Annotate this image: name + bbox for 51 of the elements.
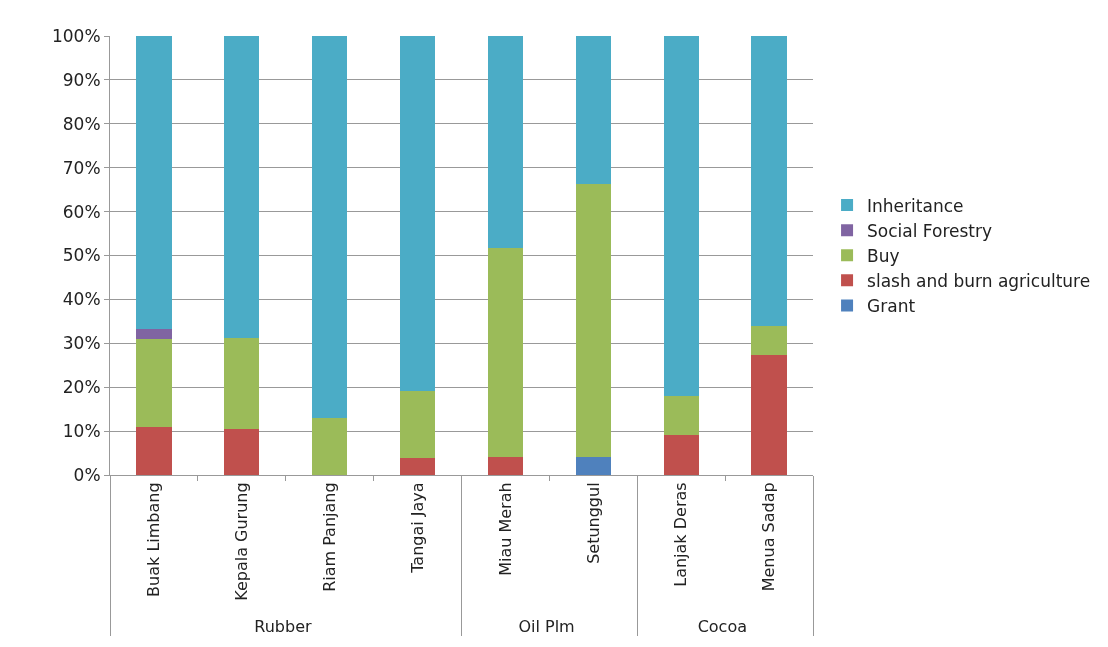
bar [136,328,172,339]
bar [575,36,611,184]
bar [487,456,524,475]
y-tick-label: 20% [62,377,101,398]
legend-label: slash and burn agriculture [867,270,1091,291]
text: Rubber [254,616,312,636]
bar [575,183,611,457]
legend-label: Buy [867,245,900,266]
bar [487,36,524,248]
y-tick-label: 80% [62,113,101,134]
y-tick-label: 50% [62,245,101,266]
x-tick-label: Buak Limbang [144,482,164,597]
legend-label: Inheritance [867,195,964,216]
y-tick-label: 60% [62,201,101,222]
x-tick-label: Menua Sadap [759,482,779,592]
x-tick-label: Riam Panjang [319,482,339,592]
y-tick-label: 70% [62,157,101,178]
x-tick-label: Tangai Jaya [407,482,427,574]
x-tick-label: Kepala Gurung [232,482,252,601]
y-tick-label: 90% [62,69,101,90]
bar [312,417,348,475]
x-tick-label: Miau Merah [495,482,515,576]
bar [399,36,436,392]
text: Cocoa [697,616,748,636]
bar [575,456,611,475]
bar [399,391,436,459]
x-tick-label: Setunggul [583,482,603,564]
bar [224,36,260,338]
y-tick-label: 0% [73,464,101,485]
bar [312,36,348,418]
bar [663,36,699,396]
bar [224,337,260,430]
y-tick-label: 40% [62,289,101,310]
bar [663,435,699,475]
x-tick-label: Lanjak Deras [671,482,691,587]
bar [751,325,787,356]
y-tick-label: 100% [51,25,101,46]
bar [136,338,172,428]
text: Oil Plm [518,616,575,636]
bar [751,355,787,475]
bar [224,429,260,475]
bar [751,36,787,326]
legend-label: Grant [867,296,916,317]
bar [399,458,436,475]
bar [487,247,524,457]
legend-label: Social Forestry [867,220,993,241]
bar [136,36,172,329]
y-tick-label: 10% [62,421,101,442]
y-tick-label: 30% [62,333,101,354]
bar [663,395,699,436]
bar [136,427,172,475]
